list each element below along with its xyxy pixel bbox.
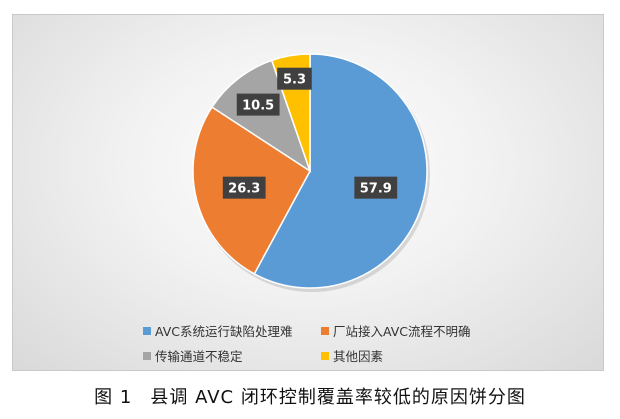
caption-text: 县调 AVC 闭环控制覆盖率较低的原因饼分图: [150, 387, 526, 408]
legend-swatch-avc-defect: [143, 326, 151, 335]
data-label-text-channel: 10.5: [242, 99, 274, 114]
data-label-channel: 10.5: [236, 93, 280, 116]
data-label-text-other: 5.3: [283, 73, 306, 88]
legend-swatch-channel: [143, 351, 151, 360]
legend-label-other: 其他因素: [333, 349, 384, 364]
data-label-box-other: [277, 67, 312, 90]
legend-label-avc-defect: AVC系统运行缺陷处理难: [155, 324, 293, 339]
legend-swatch-other: [321, 351, 329, 360]
data-label-box-channel: [236, 93, 280, 116]
chart-panel: 57.9 26.3 10.5 5.3 AVC系统运行缺陷处理难 厂站接入AVC流程不明…: [12, 14, 604, 371]
pie-chart: 57.9 26.3 10.5 5.3: [192, 53, 430, 292]
data-label-other: 5.3: [277, 67, 312, 90]
data-label-box-avc-defect: [354, 176, 398, 199]
legend-label-channel: 传输通道不稳定: [155, 349, 243, 364]
caption-figure-number: 图 1: [94, 387, 133, 408]
pie-slice-channel: [210, 59, 312, 173]
data-label-text-avc-defect: 57.9: [360, 182, 392, 197]
legend-swatch-station-access: [321, 326, 329, 335]
data-label-avc-defect: 57.9: [354, 176, 398, 199]
legend-item-channel: 传输通道不稳定: [143, 346, 321, 365]
legend-item-other: 其他因素: [321, 346, 503, 365]
data-label-station-access: 26.3: [222, 176, 266, 199]
legend-item-station-access: 厂站接入AVC流程不明确: [321, 321, 503, 340]
legend-label-station-access: 厂站接入AVC流程不明确: [333, 324, 471, 339]
legend: AVC系统运行缺陷处理难 厂站接入AVC流程不明确 传输通道不稳定 其他因素: [143, 321, 503, 365]
pie-slice-avc-defect: [253, 53, 428, 289]
data-label-box-station-access: [222, 176, 266, 199]
legend-item-avc-defect: AVC系统运行缺陷处理难: [143, 321, 321, 340]
data-label-text-station-access: 26.3: [228, 182, 260, 197]
figure-caption: 图 1 县调 AVC 闭环控制覆盖率较低的原因饼分图: [0, 383, 620, 409]
